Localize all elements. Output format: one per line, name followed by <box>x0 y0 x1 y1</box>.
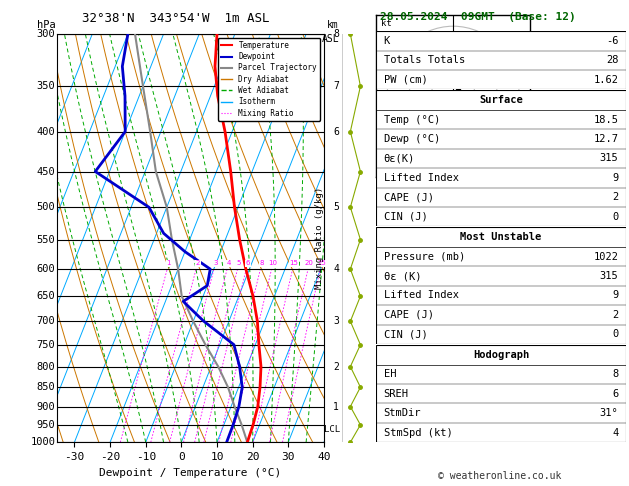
Text: CAPE (J): CAPE (J) <box>384 192 433 202</box>
Text: 2: 2 <box>612 310 618 320</box>
Text: K: K <box>384 36 390 46</box>
Text: 550: 550 <box>36 235 55 244</box>
Text: 2: 2 <box>196 260 200 266</box>
Text: 850: 850 <box>36 382 55 392</box>
Text: 6: 6 <box>612 389 618 399</box>
Text: 32°38'N  343°54'W  1m ASL: 32°38'N 343°54'W 1m ASL <box>82 12 270 25</box>
Text: 650: 650 <box>36 291 55 301</box>
Text: 10: 10 <box>269 260 277 266</box>
Text: 9: 9 <box>612 173 618 183</box>
Text: 300: 300 <box>36 29 55 39</box>
Text: 950: 950 <box>36 420 55 430</box>
Legend: Temperature, Dewpoint, Parcel Trajectory, Dry Adiabat, Wet Adiabat, Isotherm, Mi: Temperature, Dewpoint, Parcel Trajectory… <box>218 38 320 121</box>
Text: θε(K): θε(K) <box>384 154 415 163</box>
Text: 15: 15 <box>289 260 298 266</box>
Text: 1.62: 1.62 <box>593 75 618 85</box>
Text: Hodograph: Hodograph <box>473 350 529 360</box>
Text: 6: 6 <box>245 260 250 266</box>
Text: 1: 1 <box>333 401 339 412</box>
Text: ASL: ASL <box>321 34 339 44</box>
Text: 450: 450 <box>36 167 55 176</box>
Text: CIN (J): CIN (J) <box>384 330 427 339</box>
Text: StmDir: StmDir <box>384 408 421 418</box>
Text: 8: 8 <box>333 29 339 39</box>
Text: 3: 3 <box>333 316 339 326</box>
Text: 9: 9 <box>612 291 618 300</box>
Text: Dewp (°C): Dewp (°C) <box>384 134 440 144</box>
Text: 4: 4 <box>612 428 618 437</box>
Text: Mixing Ratio (g/kg): Mixing Ratio (g/kg) <box>315 187 324 289</box>
Text: Temp (°C): Temp (°C) <box>384 115 440 124</box>
Text: 18.5: 18.5 <box>593 115 618 124</box>
Text: 3: 3 <box>213 260 218 266</box>
Text: CAPE (J): CAPE (J) <box>384 310 433 320</box>
Text: 350: 350 <box>36 81 55 91</box>
Text: 7: 7 <box>333 81 339 91</box>
Text: 315: 315 <box>599 271 618 281</box>
Text: θε (K): θε (K) <box>384 271 421 281</box>
Text: CIN (J): CIN (J) <box>384 212 427 222</box>
Text: Totals Totals: Totals Totals <box>384 55 465 65</box>
Text: 4: 4 <box>333 264 339 274</box>
Text: 315: 315 <box>599 154 618 163</box>
Text: 1: 1 <box>167 260 171 266</box>
Text: 5: 5 <box>237 260 241 266</box>
Text: km: km <box>327 20 339 30</box>
Text: Surface: Surface <box>479 95 523 105</box>
Text: 0: 0 <box>612 212 618 222</box>
Text: 12.7: 12.7 <box>593 134 618 144</box>
Text: StmSpd (kt): StmSpd (kt) <box>384 428 452 437</box>
Text: 28: 28 <box>606 55 618 65</box>
Text: LCL: LCL <box>324 425 340 434</box>
Text: 2: 2 <box>333 362 339 372</box>
Text: 400: 400 <box>36 126 55 137</box>
Text: Lifted Index: Lifted Index <box>384 291 459 300</box>
Text: 750: 750 <box>36 340 55 350</box>
Text: Pressure (mb): Pressure (mb) <box>384 252 465 261</box>
Text: kt: kt <box>381 19 391 28</box>
Text: 500: 500 <box>36 202 55 212</box>
Text: 600: 600 <box>36 264 55 274</box>
Text: 31°: 31° <box>599 408 618 418</box>
Text: 1022: 1022 <box>593 252 618 261</box>
Text: 8: 8 <box>612 369 618 379</box>
Text: 25: 25 <box>317 260 326 266</box>
X-axis label: Dewpoint / Temperature (°C): Dewpoint / Temperature (°C) <box>99 468 281 478</box>
Text: 0: 0 <box>612 330 618 339</box>
Text: 800: 800 <box>36 362 55 372</box>
Text: EH: EH <box>384 369 396 379</box>
Text: 5: 5 <box>333 202 339 212</box>
Text: 28.05.2024  09GMT  (Base: 12): 28.05.2024 09GMT (Base: 12) <box>380 12 576 22</box>
Text: 6: 6 <box>333 126 339 137</box>
Text: Lifted Index: Lifted Index <box>384 173 459 183</box>
Text: 20: 20 <box>305 260 314 266</box>
Text: © weatheronline.co.uk: © weatheronline.co.uk <box>438 471 562 481</box>
Text: hPa: hPa <box>36 20 55 30</box>
Text: -6: -6 <box>606 36 618 46</box>
Text: Most Unstable: Most Unstable <box>460 232 542 242</box>
Text: 1000: 1000 <box>30 437 55 447</box>
Text: 4: 4 <box>226 260 231 266</box>
Text: 8: 8 <box>260 260 264 266</box>
Text: 2: 2 <box>612 192 618 202</box>
Text: 900: 900 <box>36 401 55 412</box>
Text: PW (cm): PW (cm) <box>384 75 427 85</box>
Text: SREH: SREH <box>384 389 409 399</box>
Text: 700: 700 <box>36 316 55 326</box>
